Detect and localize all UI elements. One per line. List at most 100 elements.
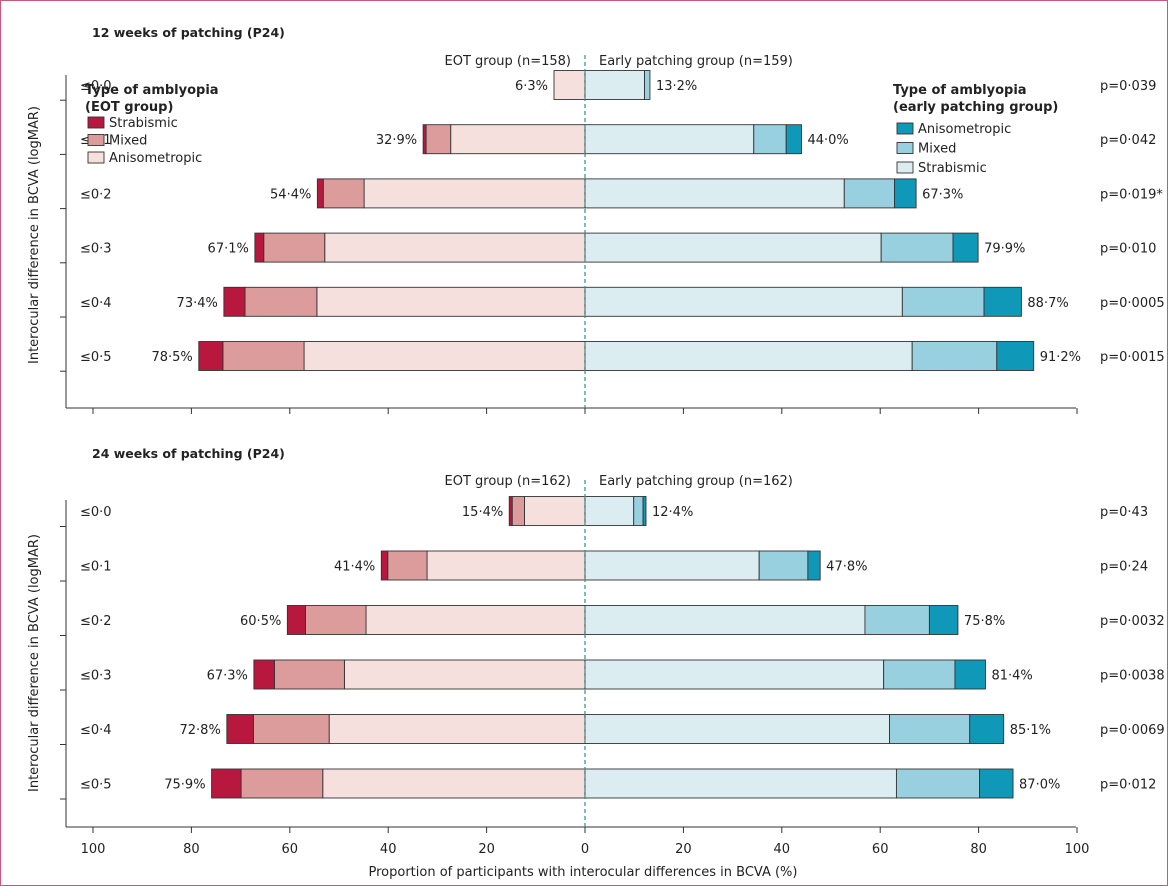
- legend-eot-subtitle: (EOT group): [85, 100, 173, 115]
- x-tick-label: 80: [183, 842, 200, 857]
- p2-early-bar-strabismic: [584, 496, 635, 526]
- p1-eot-total-label: 54·4%: [270, 187, 311, 202]
- p1-title: 12 weeks of patching (P24): [92, 25, 285, 40]
- p1-eot-bar-mixed: [322, 178, 365, 209]
- p2-eot-bar-anisometropic: [343, 659, 586, 690]
- p1-eot-total-label: 32·9%: [376, 133, 417, 148]
- p1-eot-bar-anisometropic: [553, 70, 586, 100]
- p1-eot-bar-mixed: [222, 341, 305, 371]
- p1-early-bar-strabismic: [584, 124, 755, 155]
- p2-title: 24 weeks of patching (P24): [92, 446, 285, 461]
- legend-early-subtitle: (early patching group): [893, 100, 1058, 115]
- legend-early-swatch: [896, 122, 914, 135]
- p2-early-total-label: 75·8%: [964, 614, 1005, 629]
- p1-early-bar-anisometropic: [983, 286, 1022, 317]
- p1-eot-bar-strabismic: [316, 178, 324, 209]
- p2-early-bar-strabismic: [584, 550, 760, 581]
- p1-eot-bar-strabismic: [254, 232, 265, 263]
- p1-category-label: ≤0·4: [80, 296, 112, 311]
- legend-eot-swatch: [87, 151, 105, 164]
- p2-eot-bar-strabismic: [286, 605, 306, 635]
- p2-early-bar-anisometropic: [642, 496, 647, 526]
- p2-eot-total-label: 67·3%: [207, 669, 248, 684]
- p2-p-value: p=0·0032: [1100, 614, 1165, 629]
- p1-eot-bar-strabismic: [223, 286, 246, 317]
- p1-eot-total-label: 6·3%: [515, 79, 548, 94]
- p2-p-value: p=0·24: [1100, 560, 1148, 575]
- p1-category-label: ≤0·2: [80, 187, 112, 202]
- x-tick-label: 100: [1065, 842, 1090, 857]
- p2-eot-bar-anisometropic: [322, 768, 586, 799]
- p1-early-total-label: 79·9%: [984, 242, 1025, 257]
- p1-early-bar-strabismic: [584, 341, 913, 371]
- p2-early-bar-mixed: [633, 496, 644, 526]
- p2-early-bar-anisometropic: [979, 768, 1014, 799]
- p1-eot-total-label: 67·1%: [208, 242, 249, 257]
- p1-early-bar-strabismic: [584, 232, 882, 263]
- p1-eot-bar-mixed: [263, 232, 326, 263]
- p1-early-bar-mixed: [753, 124, 787, 155]
- p1-eot-total-label: 73·4%: [177, 296, 218, 311]
- x-tick-label: 20: [478, 842, 495, 857]
- p1-eot-bar-anisometropic: [363, 178, 586, 209]
- p2-eot-bar-anisometropic: [328, 714, 586, 744]
- p2-p-value: p=0·0069: [1100, 723, 1165, 738]
- p2-category-label: ≤0·2: [80, 614, 112, 629]
- p2-eot-total-label: 75·9%: [164, 778, 205, 793]
- legend-eot-item: Strabismic: [109, 116, 178, 131]
- p1-early-total-label: 67·3%: [922, 187, 963, 202]
- p2-eot-bar-anisometropic: [426, 550, 586, 581]
- p1-left-group-label: EOT group (n=158): [445, 54, 572, 69]
- p2-eot-bar-strabismic: [508, 496, 513, 526]
- p1-eot-bar-anisometropic: [324, 232, 586, 263]
- x-tick-label: 40: [380, 842, 397, 857]
- p2-right-group-label: Early patching group (n=162): [599, 474, 793, 489]
- p2-eot-bar-strabismic: [253, 659, 275, 690]
- p1-eot-bar-anisometropic: [303, 341, 586, 371]
- p2-eot-bar-mixed: [252, 714, 330, 744]
- p2-eot-total-label: 41·4%: [334, 560, 375, 575]
- p1-early-bar-strabismic: [584, 286, 903, 317]
- p2-early-bar-strabismic: [584, 605, 866, 635]
- x-tick-label: 0: [581, 842, 589, 857]
- p2-early-bar-strabismic: [584, 768, 897, 799]
- legend-early-item: Strabismic: [918, 161, 987, 176]
- x-tick-label: 20: [675, 842, 692, 857]
- p2-category-label: ≤0·1: [80, 560, 112, 575]
- p2-category-label: ≤0·4: [80, 723, 112, 738]
- legend-early-swatch: [896, 161, 914, 174]
- p2-early-bar-mixed: [895, 768, 981, 799]
- p2-eot-bar-strabismic: [380, 550, 389, 581]
- p1-early-bar-mixed: [843, 178, 895, 209]
- p2-early-bar-anisometropic: [928, 605, 959, 635]
- p2-eot-bar-anisometropic: [365, 605, 586, 635]
- p2-category-label: ≤0·5: [80, 778, 112, 793]
- p2-p-value: p=0·0038: [1100, 669, 1165, 684]
- legend-early-title: Type of amblyopia: [893, 83, 1027, 98]
- p1-right-group-label: Early patching group (n=159): [599, 54, 793, 69]
- p1-early-bar-strabismic: [584, 178, 845, 209]
- p2-left-group-label: EOT group (n=162): [445, 474, 572, 489]
- legend-early-item: Mixed: [918, 142, 956, 157]
- p2-eot-bar-mixed: [305, 605, 367, 635]
- p1-eot-bar-strabismic: [198, 341, 224, 371]
- p1-eot-total-label: 78·5%: [151, 350, 192, 365]
- p1-eot-bar-mixed: [425, 124, 452, 155]
- p2-early-total-label: 81·4%: [991, 669, 1032, 684]
- p2-eot-bar-mixed: [511, 496, 525, 526]
- p2-eot-bar-mixed: [240, 768, 324, 799]
- x-tick-label: 60: [872, 842, 889, 857]
- x-tick-label: 60: [282, 842, 299, 857]
- p1-eot-bar-mixed: [244, 286, 318, 317]
- legend-eot-title: Type of amblyopia: [85, 83, 219, 98]
- p2-category-label: ≤0·0: [80, 505, 112, 520]
- p1-early-bar-mixed: [901, 286, 985, 317]
- p2-category-label: ≤0·3: [80, 669, 112, 684]
- p1-early-total-label: 13·2%: [656, 79, 697, 94]
- x-tick-label: 40: [774, 842, 791, 857]
- p1-early-bar-mixed: [880, 232, 954, 263]
- p1-early-total-label: 44·0%: [807, 133, 848, 148]
- p1-category-label: ≤0·3: [80, 242, 112, 257]
- p1-early-bar-anisometropic: [894, 178, 917, 209]
